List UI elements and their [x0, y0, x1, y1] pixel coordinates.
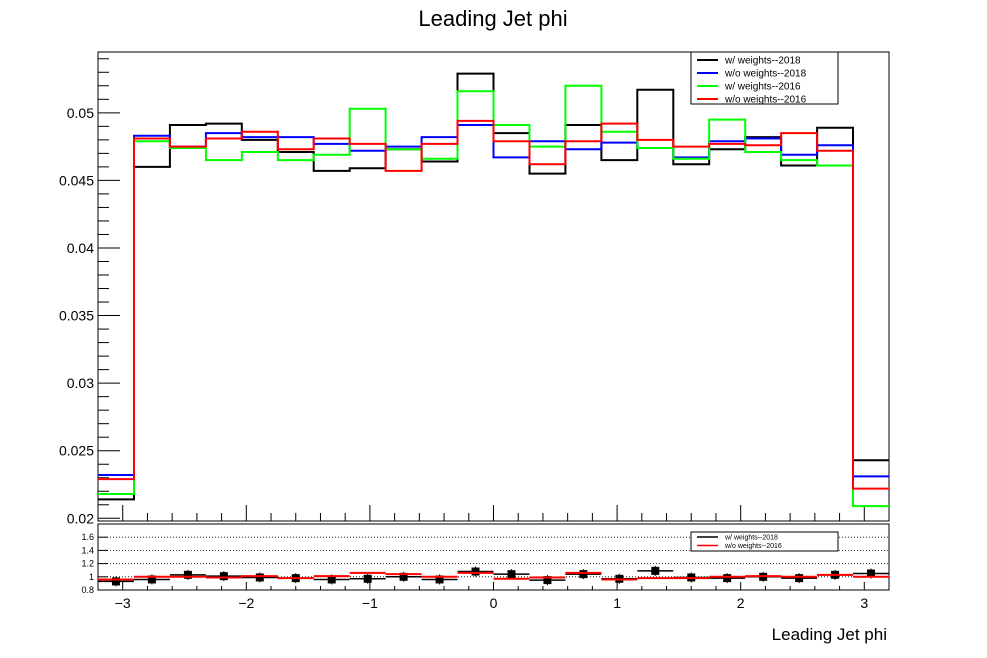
ratio-y-tick-label: 1: [89, 572, 94, 582]
y-tick-label: 0.02: [67, 510, 94, 526]
ratio-marker: [183, 570, 192, 579]
y-tick-label: 0.035: [59, 308, 94, 324]
y-tick-label: 0.03: [67, 375, 94, 391]
ratio-axis-ticks: 0.8 1 1.2 1.4 1.6: [81, 532, 108, 595]
legend-label-4: w/o weights--2016: [724, 95, 807, 106]
legend-label-1: w/ weights--2018: [724, 56, 801, 67]
ratio-marker: [471, 567, 480, 576]
ratio-y-tick-label: 1.6: [81, 532, 94, 542]
ratio-y-tick-label: 1.4: [81, 545, 94, 555]
ratio-marker: [795, 574, 804, 583]
ratio-marker: [435, 575, 444, 584]
x-tick-label: −2: [238, 595, 254, 611]
ratio-marker: [219, 572, 228, 581]
legend-label-3: w/ weights--2016: [724, 82, 801, 93]
series-line-3: [98, 84, 889, 508]
x-tick-label: 1: [613, 595, 621, 611]
ratio-marker: [363, 574, 372, 583]
ratio-legend-box: [690, 531, 839, 552]
x-tick-label: 2: [737, 595, 745, 611]
ratio-marker: [651, 566, 660, 575]
x-tick-label: 0: [490, 595, 498, 611]
y-tick-label: 0.05: [67, 105, 94, 121]
main-series-group: [98, 72, 889, 508]
series-line-4: [98, 119, 889, 490]
ratio-marker: [399, 572, 408, 581]
series-line-2: [98, 124, 889, 478]
ratio-marker: [111, 577, 120, 586]
ratio-marker: [327, 575, 336, 584]
ratio-y-tick-label: 1.2: [81, 559, 94, 569]
legend-label-2: w/o weights--2018: [724, 69, 807, 80]
y-tick-label: 0.04: [67, 240, 94, 256]
ratio-marker: [723, 574, 732, 583]
ratio-marker: [867, 569, 876, 578]
ratio-marker: [579, 570, 588, 579]
ratio-legend-label-2: w/o weights--2016: [724, 543, 782, 550]
y-tick-label: 0.045: [59, 172, 94, 188]
x-tick-label: −3: [115, 595, 131, 611]
ratio-marker: [507, 570, 516, 579]
ratio-legend-label-1: w/ weights--2018: [724, 535, 778, 542]
x-tick-label: 3: [860, 595, 868, 611]
ratio-marker: [147, 575, 156, 584]
ratio-marker: [255, 573, 264, 582]
chart-title: Leading Jet phi: [418, 6, 567, 31]
main-axis-ticks: 0.02 0.025 0.03 0.035 0.04 0.045 0.05 −3 −2 −1 0 1 2…: [59, 58, 890, 611]
ratio-series-group: [98, 565, 889, 587]
y-tick-label: 0.025: [59, 443, 94, 459]
main-legend: w/ weights--2018 w/o weights--2018 w/ weig…: [690, 51, 839, 106]
ratio-marker: [543, 576, 552, 585]
x-tick-label: −1: [362, 595, 378, 611]
x-axis-label: Leading Jet phi: [772, 625, 887, 644]
ratio-y-tick-label: 0.8: [81, 585, 94, 595]
